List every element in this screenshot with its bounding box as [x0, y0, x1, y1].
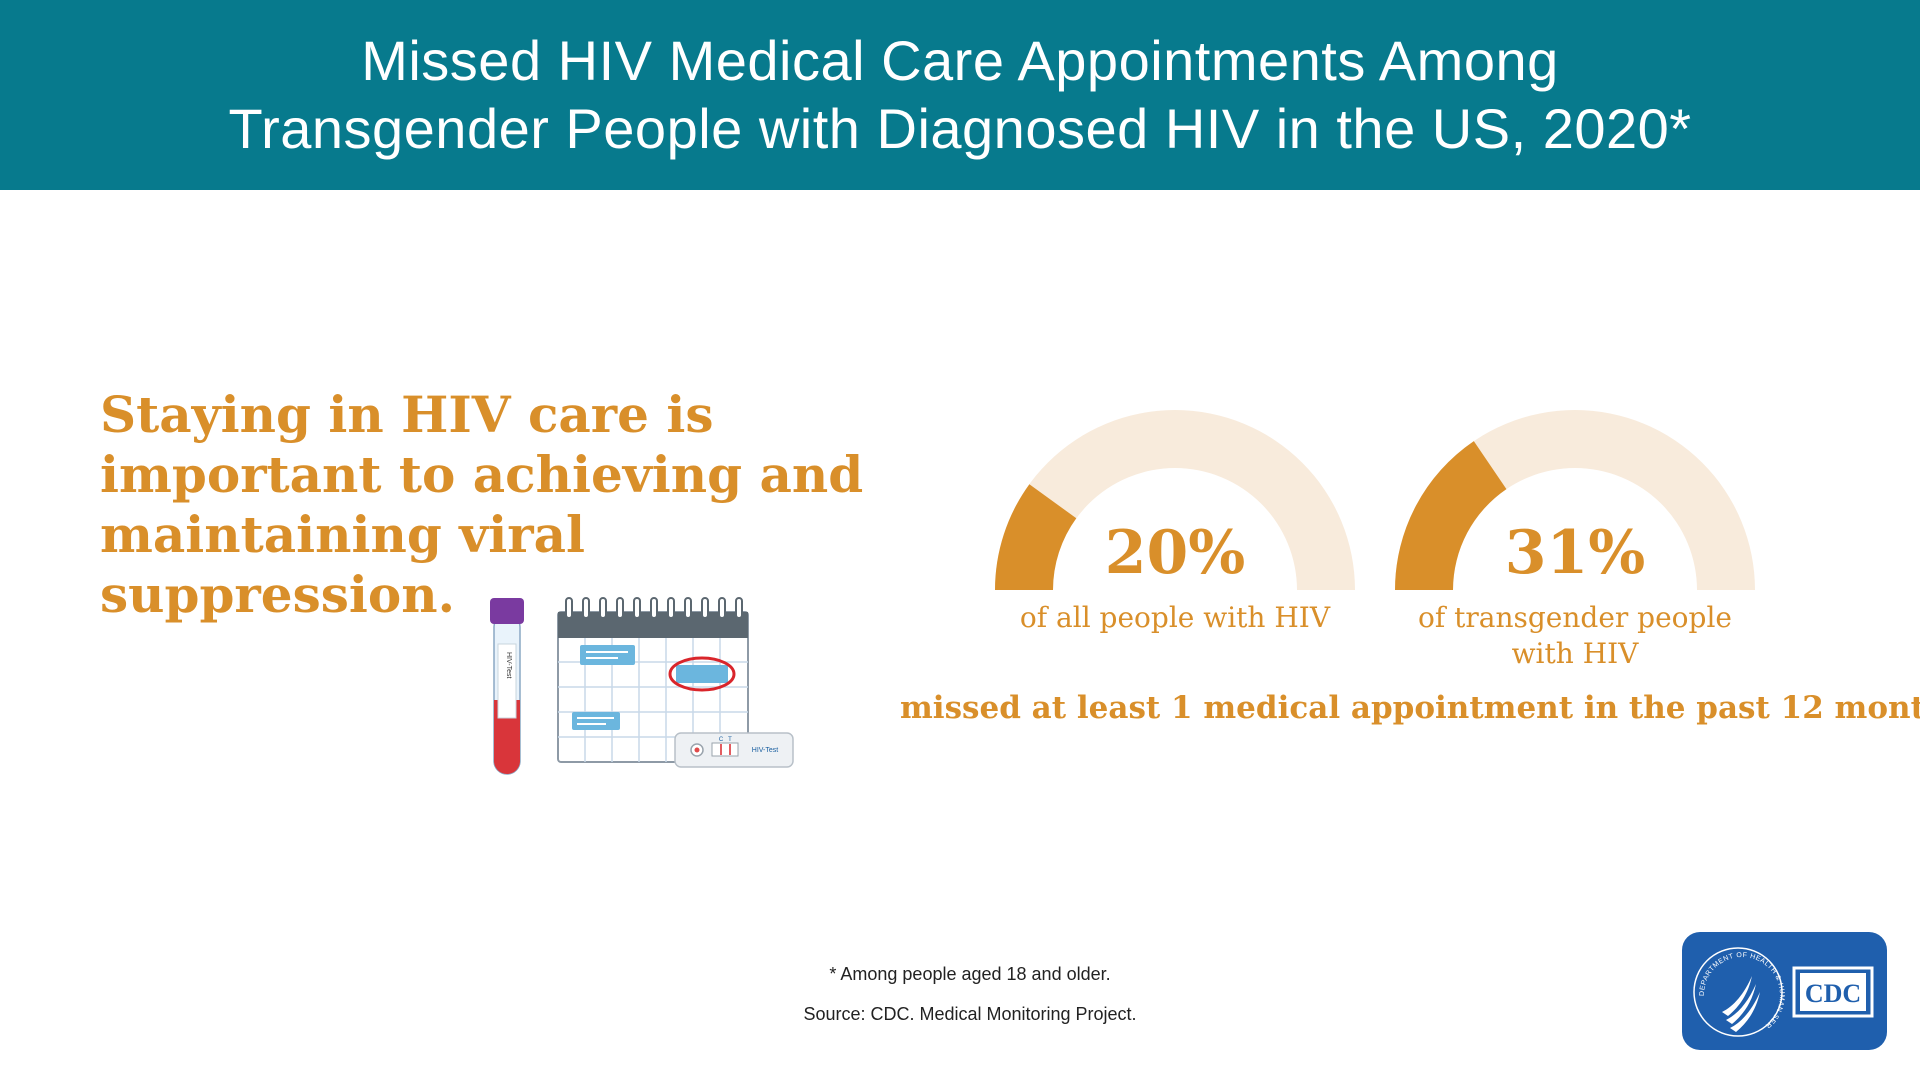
seal-text: DEPARTMENT OF HEALTH & HUMAN SERVICES·US… — [1682, 932, 1785, 1029]
svg-text:DEPARTMENT OF HEALTH & HUMAN S: DEPARTMENT OF HEALTH & HUMAN SERVICES·US… — [1682, 932, 1785, 1029]
gauge-value-arc-0 — [995, 484, 1077, 590]
gauge-transgender-people: 31% of transgender people with HIV — [1390, 400, 1760, 670]
hhs-cdc-logo: DEPARTMENT OF HEALTH & HUMAN SERVICES·US… — [1682, 932, 1887, 1050]
test-strip-label: HIV-Test — [752, 747, 779, 754]
gauge-track-0 — [995, 410, 1355, 590]
gauge-all-people: 20% of all people with HIV — [990, 400, 1360, 634]
header-banner: Missed HIV Medical Care Appointments Amo… — [0, 0, 1920, 190]
source-note: Source: CDC. Medical Monitoring Project. — [803, 1004, 1137, 1024]
headline: Staying in HIV care is important to achi… — [100, 385, 864, 624]
chart-caption: missed at least 1 medical appointment in… — [900, 690, 1920, 726]
gauge-all-people-chart — [995, 410, 1355, 590]
tube-label: HIV-Test — [505, 652, 512, 679]
blood-tube-icon: HIV-Test — [490, 598, 524, 775]
hiv-test-illustration: C T HIV-Test HIV-Test — [490, 597, 794, 775]
footnote: * Among people aged 18 and older. — [829, 964, 1111, 984]
cdc-wordmark: CDC — [1805, 979, 1861, 1008]
gauge-transgender-people-chart — [1395, 410, 1755, 590]
hhs-eagle-icon — [1722, 976, 1760, 1032]
page-title-line-1: Missed HIV Medical Care Appointments Amo… — [361, 29, 1559, 92]
logo-graphic: DEPARTMENT OF HEALTH & HUMAN SERVICES·US… — [1682, 932, 1874, 1037]
test-mark-t: T — [728, 737, 732, 743]
gauge-track-1 — [1395, 410, 1755, 590]
gauge-transgender-people-label: of transgender people with HIV — [1418, 601, 1732, 670]
page-title-line-2: Transgender People with Diagnosed HIV in… — [228, 97, 1692, 160]
test-mark-c: C — [719, 737, 724, 743]
gauge-value-arc-1 — [1395, 441, 1507, 590]
gauge-all-people-value: 20% — [1104, 518, 1246, 588]
rapid-test-strip-icon: C T HIV-Test — [674, 732, 794, 768]
calendar-icon — [557, 597, 749, 763]
gauge-transgender-people-value: 31% — [1504, 518, 1646, 588]
gauge-all-people-label: of all people with HIV — [1019, 601, 1331, 634]
